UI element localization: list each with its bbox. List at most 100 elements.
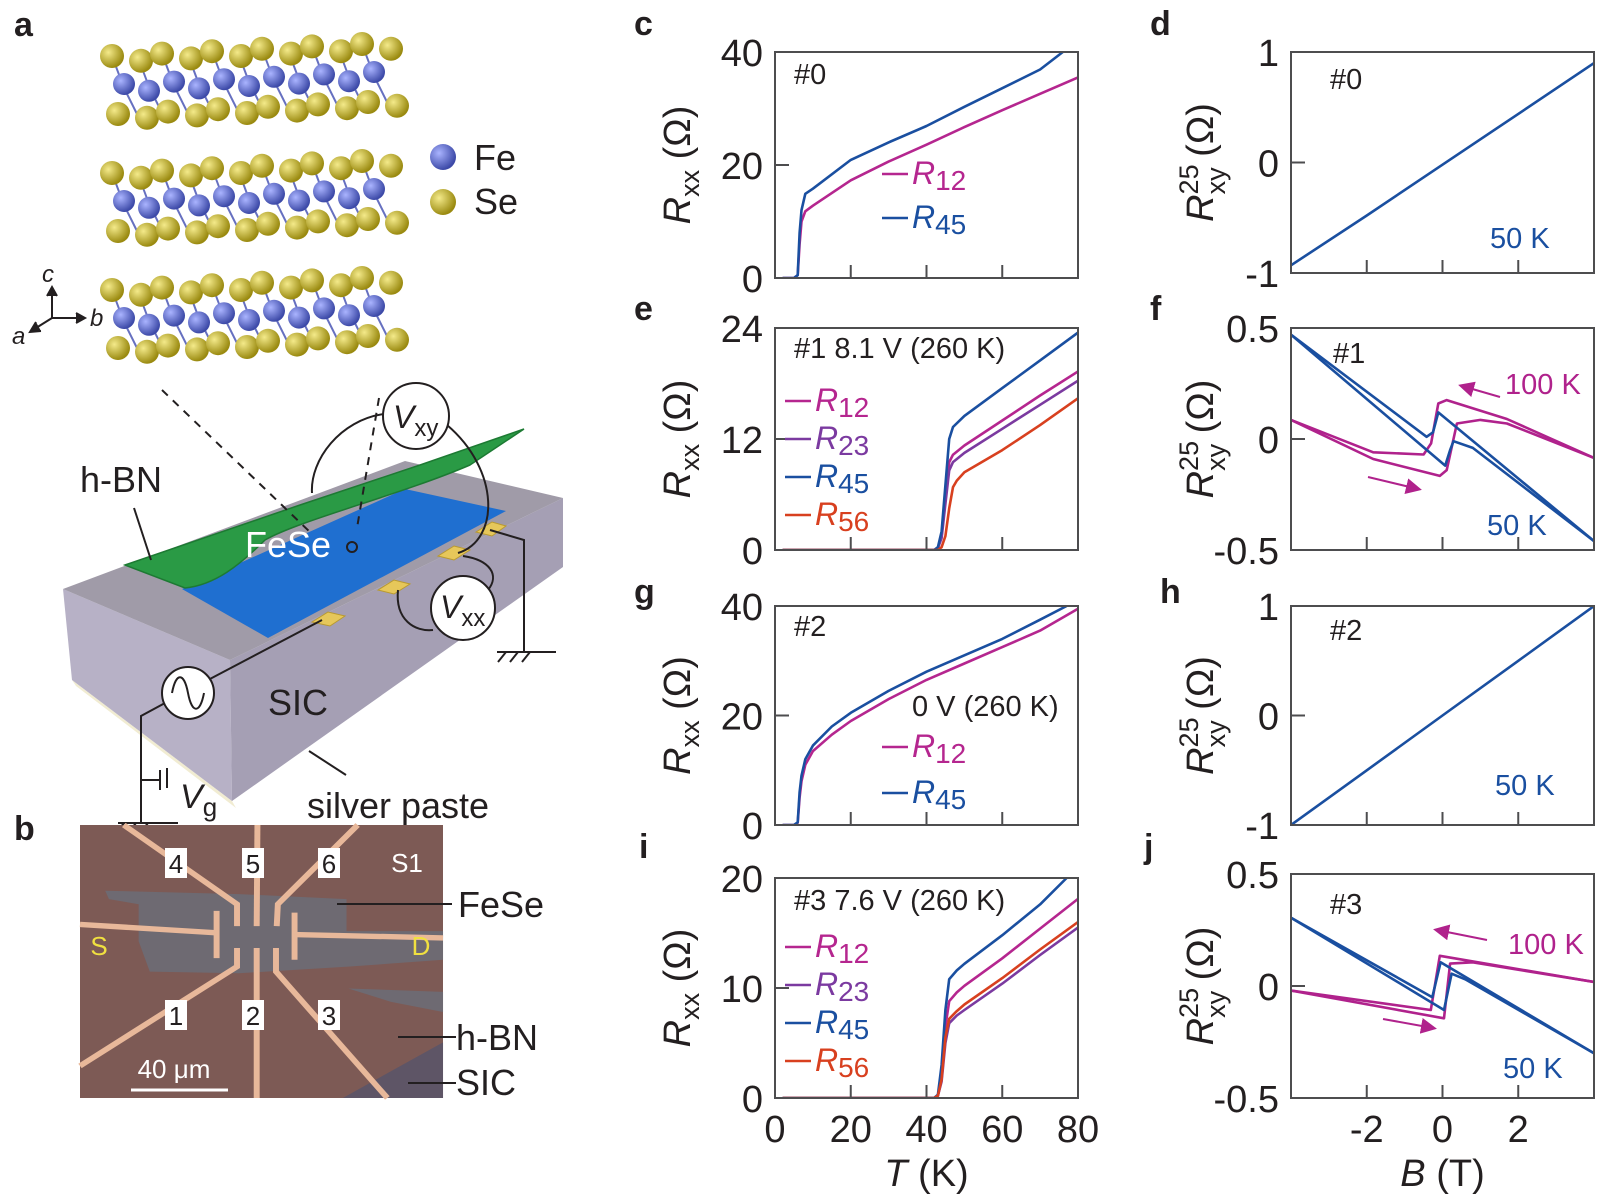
fe-atom	[263, 65, 285, 88]
plot-area	[782, 877, 1078, 1098]
hbn-label: h-BN	[80, 459, 162, 500]
legend-label: R12	[912, 155, 966, 196]
svg-text:Vxy: Vxy	[393, 399, 438, 442]
contact-label-1: 1	[169, 1001, 183, 1031]
fese-callout: FeSe	[458, 884, 544, 925]
y-tick-label: 0.5	[1226, 309, 1279, 351]
sample-label: S1	[391, 848, 423, 878]
se-atom	[256, 94, 280, 119]
series-line-50k	[1291, 604, 1594, 825]
sweep-direction-arrow	[1433, 924, 1488, 941]
se-atom	[385, 93, 409, 118]
zoom-dashed-line	[161, 389, 313, 535]
series-line-100k	[1291, 398, 1594, 460]
x-tick-label: 40	[905, 1109, 947, 1151]
se-atom	[279, 275, 303, 300]
drain-label: D	[412, 931, 431, 961]
se-atom	[250, 153, 274, 178]
se-atom	[235, 101, 259, 125]
legend-entry: R12	[882, 155, 966, 196]
fese-flake	[182, 489, 506, 638]
sample-annotation: #2	[1330, 615, 1362, 647]
se-atom	[129, 282, 153, 307]
panel-label-a: a	[14, 6, 34, 44]
fe-atom	[238, 309, 260, 331]
fe-atom	[363, 295, 385, 317]
y-tick-label: 10	[721, 969, 763, 1011]
se-atom	[335, 96, 359, 121]
legend-label: R45	[815, 1004, 869, 1045]
y-tick-label: 12	[721, 420, 763, 462]
fe-atom	[263, 299, 285, 322]
series-line-50k	[1291, 333, 1594, 543]
se-atom	[300, 34, 324, 59]
axis-c-label: c	[42, 261, 54, 288]
vxy-voltmeter: Vxy	[382, 382, 450, 450]
silver-paste-layer	[72, 680, 236, 808]
contact-label-3: 3	[322, 1001, 336, 1031]
fe-atom	[188, 311, 210, 334]
se-atom	[385, 210, 409, 235]
fe-atom	[113, 73, 135, 95]
se-atom	[135, 105, 159, 130]
fe-atom	[313, 180, 335, 203]
y-tick-label: 0	[1258, 420, 1279, 462]
svg-text:Vxx: Vxx	[440, 589, 485, 632]
fe-atom	[163, 187, 185, 210]
sample-annotation: #0	[794, 59, 826, 91]
source-label: S	[90, 931, 107, 961]
legend-label: R23	[815, 420, 869, 461]
y-tick-label: 24	[721, 309, 763, 351]
y-tick-label: -0.5	[1214, 1079, 1279, 1121]
fe-atom	[288, 306, 310, 329]
y-tick-label: 0	[742, 806, 763, 848]
legend-entry: R12	[882, 728, 966, 769]
y-tick-label: 20	[721, 697, 763, 739]
sample-annotation: #3	[1330, 889, 1362, 921]
se-atom	[100, 278, 124, 302]
x-tick-label: 60	[981, 1109, 1023, 1151]
se-atom	[300, 151, 324, 176]
y-tick-label: 20	[721, 859, 763, 901]
legend-entry: R45	[882, 199, 966, 240]
se-atom	[135, 339, 159, 364]
fese-crystal-structure	[100, 32, 409, 364]
vg-label: Vg	[180, 778, 217, 822]
hbn-leader-line	[133, 507, 152, 561]
sweep-direction-arrow	[1367, 476, 1422, 494]
fese-layer	[100, 266, 409, 364]
fe-atom	[163, 304, 185, 327]
sic-label: SIC	[268, 682, 328, 723]
plot-area	[1291, 333, 1594, 543]
se-atom	[356, 90, 380, 114]
legend-label: R12	[912, 728, 966, 769]
temperature-label: 50 K	[1487, 510, 1547, 542]
legend-label: R45	[815, 458, 869, 499]
panel-g: g 0 20 40 Rxx (Ω) #2 0 V (260 K) R12 R45	[634, 573, 1079, 848]
se-atom	[235, 218, 259, 242]
fese-layer	[100, 149, 409, 247]
x-tick-label: 80	[1057, 1109, 1099, 1151]
se-atom	[100, 44, 124, 68]
legend-entry: R56	[785, 496, 869, 537]
fese-label: FeSe	[245, 524, 331, 565]
contact-label-6: 6	[322, 849, 336, 879]
y-axis-label: R25xy (Ω)	[1174, 656, 1231, 775]
se-atom	[150, 41, 174, 66]
series-line-50k	[1291, 333, 1594, 543]
se-atom	[229, 161, 253, 185]
se-atom	[206, 214, 230, 239]
y-tick-label: 0.5	[1226, 855, 1279, 897]
series-line-r56	[782, 397, 1078, 550]
se-atom	[106, 336, 130, 360]
fe-atom	[363, 178, 385, 200]
se-atom	[350, 32, 374, 56]
se-atom	[350, 149, 374, 173]
x-tick-label: 0	[764, 1109, 785, 1151]
fe-atom	[263, 182, 285, 205]
se-atom	[106, 102, 130, 126]
se-atom	[356, 324, 380, 348]
panel-label-c: c	[634, 5, 653, 43]
